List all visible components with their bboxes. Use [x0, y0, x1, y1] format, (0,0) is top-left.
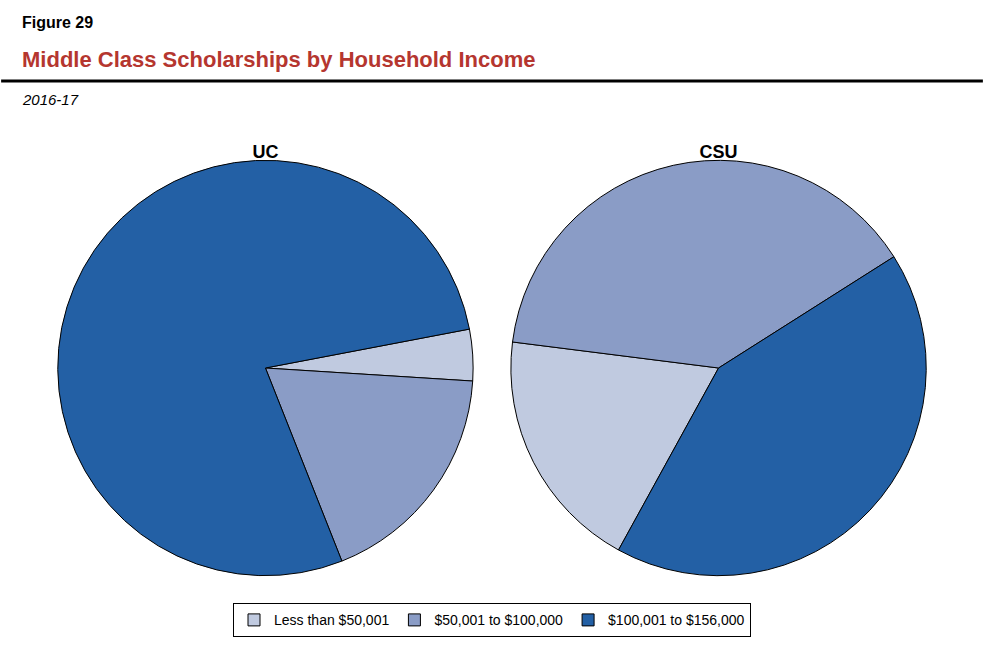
svg-text:Figure 29: Figure 29 — [22, 14, 93, 31]
svg-text:UC: UC — [252, 142, 278, 162]
svg-text:Middle Class Scholarships by H: Middle Class Scholarships by Household I… — [22, 47, 535, 72]
svg-text:$100,001 to $156,000: $100,001 to $156,000 — [608, 612, 744, 628]
svg-text:$50,001 to $100,000: $50,001 to $100,000 — [434, 612, 563, 628]
svg-text:CSU: CSU — [700, 142, 738, 162]
svg-text:Less than $50,001: Less than $50,001 — [274, 612, 389, 628]
svg-text:2016-17: 2016-17 — [22, 91, 79, 108]
